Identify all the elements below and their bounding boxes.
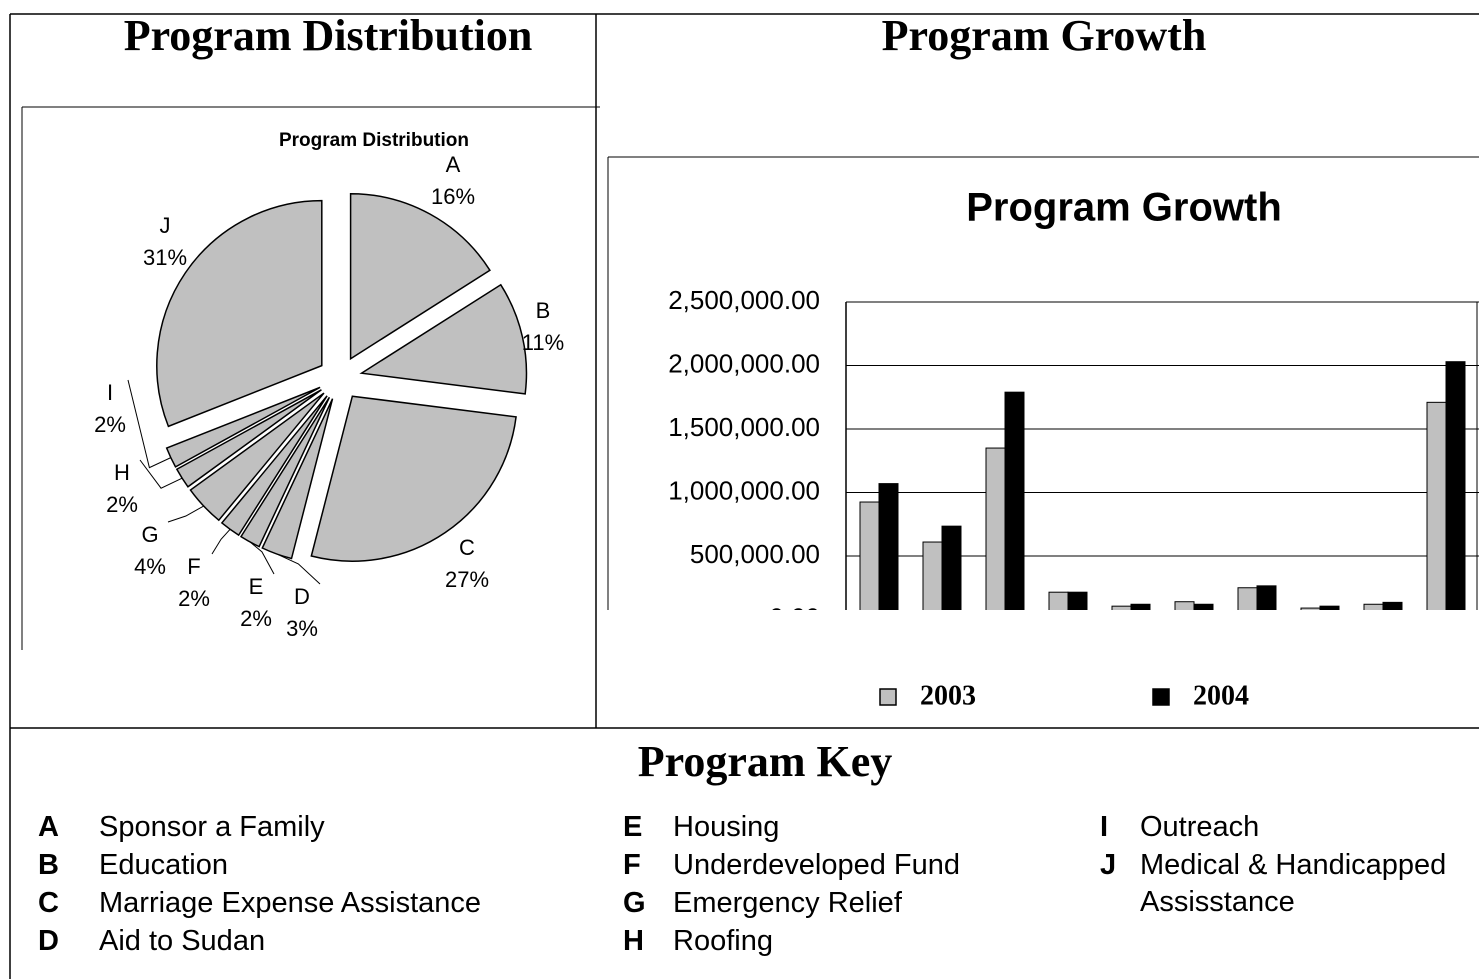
bar (1067, 591, 1088, 610)
bar (878, 483, 899, 610)
y-tick-label: 1,500,000.00 (668, 412, 820, 442)
bar (1445, 361, 1466, 610)
key-letter: E (623, 811, 643, 843)
key-letter: G (623, 887, 646, 919)
bar (1382, 601, 1403, 610)
key-name: Sponsor a Family (99, 811, 325, 843)
slice-category: J (160, 213, 171, 238)
bar (1174, 601, 1195, 610)
y-tick-label: 2,000,000.00 (668, 348, 820, 378)
bar (1300, 607, 1321, 610)
pie-slice (220, 395, 328, 537)
slice-category: H (114, 460, 130, 485)
key-name: Aid to Sudan (99, 925, 266, 957)
pie-slice (156, 199, 323, 428)
bar (1256, 585, 1277, 610)
bar (1048, 591, 1069, 610)
key-letter: J (1100, 849, 1117, 881)
bar (1237, 587, 1258, 610)
legend-label: 2003 (920, 680, 976, 711)
slice-category: B (536, 298, 551, 323)
borders (9, 13, 1479, 979)
bar (941, 525, 962, 610)
bar (1363, 603, 1384, 610)
legend-swatch (1152, 688, 1170, 706)
slice-label: 16% (431, 184, 475, 209)
slice-category: C (459, 535, 475, 560)
bar-plot: 0.00 500,000.00 1,000,000.00 1,500,000.00 2,… (668, 285, 1479, 632)
key-letter: B (38, 849, 59, 881)
pie-chart: A16%B11%C27%D3%E2%F2%G4%H2%I2%J31% (94, 152, 564, 641)
section-title: Program Growth (882, 11, 1207, 60)
legend-swatch (879, 688, 897, 706)
pie-slice (349, 192, 491, 361)
slice-label: 31% (143, 245, 187, 270)
bar-title: Program Growth (966, 186, 1282, 230)
y-tick-label: 500,000.00 (690, 539, 820, 569)
bar (922, 541, 943, 610)
bar (1319, 605, 1340, 610)
slice-category: I (107, 380, 113, 405)
leader-line (167, 505, 204, 523)
key-letter: A (38, 811, 59, 843)
key-name: Medical & Handicapped Assisstance (1140, 849, 1447, 918)
slice-label: 2% (240, 606, 272, 631)
bar (1111, 605, 1132, 610)
pie-slice (359, 283, 528, 395)
slice-category: G (141, 522, 158, 547)
slice-category: E (249, 574, 264, 599)
key-name: Marriage Expense Assistance (99, 887, 482, 919)
y-tick-label: 1,000,000.00 (668, 475, 820, 505)
slice-label: 2% (106, 492, 138, 517)
key-name: Emergency Relief (673, 887, 902, 919)
key-name: Education (99, 849, 228, 881)
bar (985, 447, 1006, 610)
slice-label: 11% (522, 330, 564, 355)
key-name: Roofing (673, 925, 773, 957)
key-letter: F (623, 849, 641, 881)
pie-slice (189, 392, 325, 522)
leader-line (249, 541, 275, 575)
slice-category: D (294, 584, 310, 609)
y-tick-label: 2,500,000.00 (668, 285, 820, 315)
section-title: Program Key (638, 737, 893, 786)
key-letter: D (38, 925, 59, 957)
pie-title: Program Distribution (279, 130, 469, 151)
legend: 2003 2004 (879, 680, 1249, 711)
key-name: Underdeveloped Fund (673, 849, 960, 881)
leader-line (211, 528, 231, 555)
section-title: Program Distribution (124, 11, 533, 60)
slice-category: A (446, 152, 461, 177)
slice-label: 2% (178, 586, 210, 611)
bar (1004, 391, 1025, 610)
key-name: Outreach (1140, 811, 1260, 843)
key-name: Housing (673, 811, 780, 843)
slice-label: 27% (445, 567, 489, 592)
bar (859, 501, 880, 610)
bar (1426, 401, 1447, 610)
slice-label: 3% (286, 616, 318, 641)
pie-slice (310, 395, 517, 562)
key-letter: C (38, 887, 59, 919)
slice-label: 4% (134, 554, 166, 579)
leader-line (139, 459, 183, 489)
leader-line (127, 379, 172, 469)
bar (1193, 603, 1214, 610)
legend-label: 2004 (1193, 680, 1249, 711)
slice-category: F (187, 554, 200, 579)
key-letter: I (1100, 811, 1109, 843)
key-letter: H (623, 925, 644, 957)
bar (1130, 603, 1151, 610)
slice-label: 2% (94, 412, 126, 437)
y-tick-label: 0.00 (769, 602, 820, 632)
leader-line (276, 553, 321, 585)
